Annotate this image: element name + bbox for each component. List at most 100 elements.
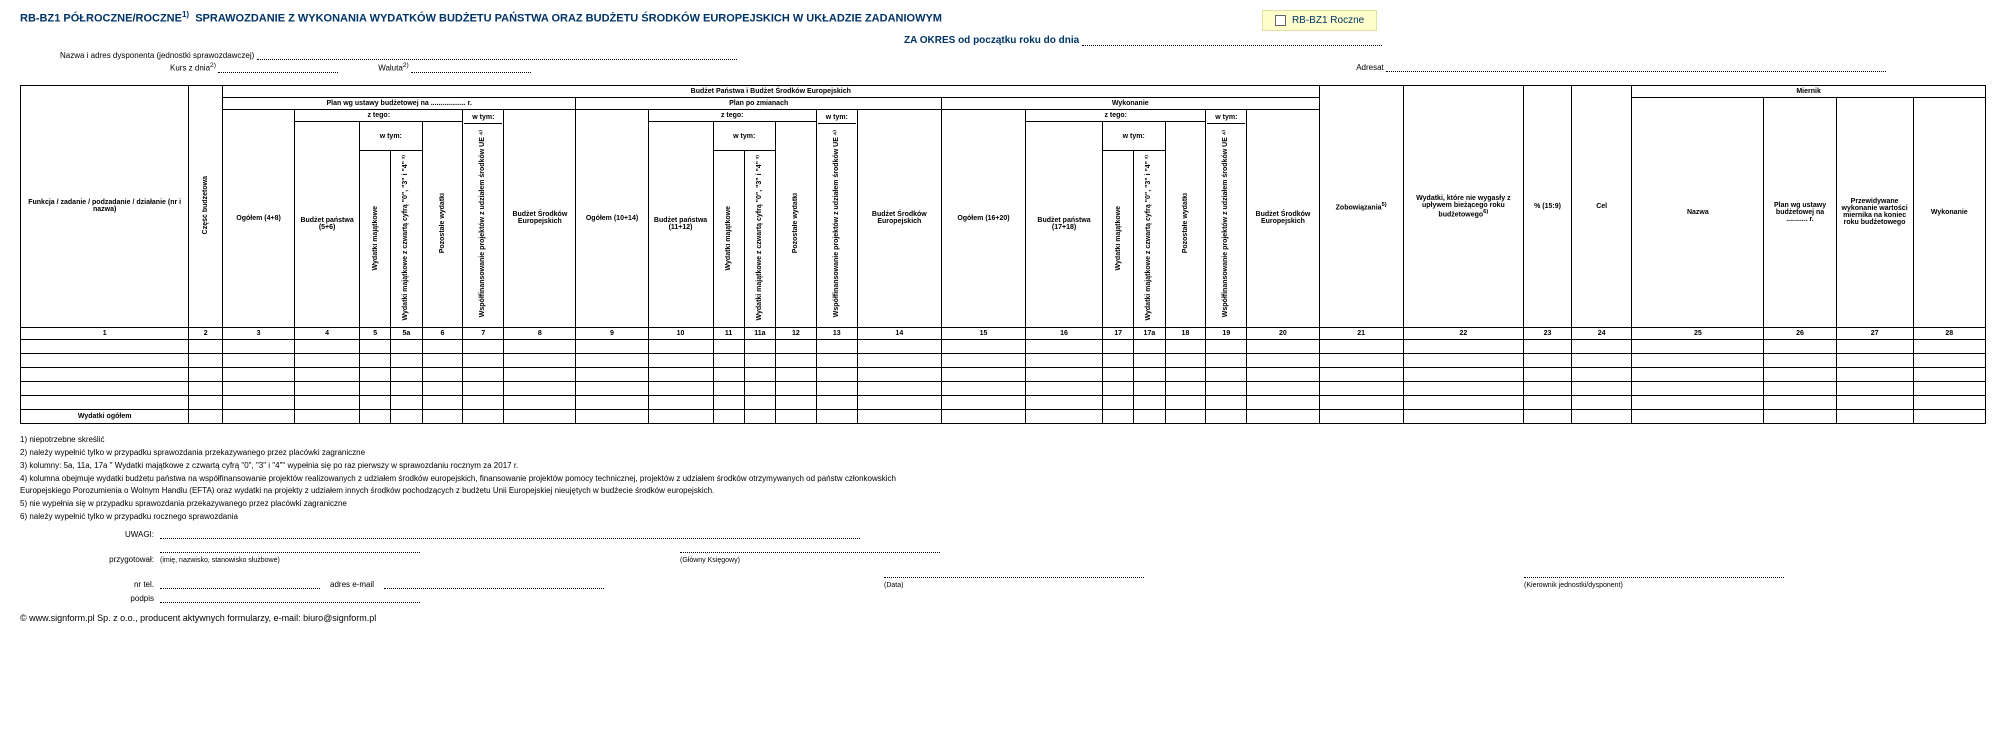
table-cell[interactable] bbox=[21, 339, 189, 353]
table-cell[interactable] bbox=[576, 353, 648, 367]
table-cell[interactable] bbox=[1572, 395, 1632, 409]
table-cell[interactable] bbox=[941, 339, 1025, 353]
table-cell[interactable] bbox=[222, 367, 294, 381]
table-cell[interactable] bbox=[941, 395, 1025, 409]
table-cell[interactable] bbox=[1524, 353, 1572, 367]
table-cell[interactable] bbox=[776, 395, 817, 409]
table-cell[interactable] bbox=[463, 395, 504, 409]
table-cell[interactable] bbox=[857, 367, 941, 381]
table-cell[interactable] bbox=[295, 409, 360, 423]
table-cell[interactable] bbox=[1165, 381, 1206, 395]
table-cell[interactable] bbox=[1103, 395, 1134, 409]
table-cell[interactable] bbox=[1913, 395, 1985, 409]
table-cell[interactable] bbox=[857, 409, 941, 423]
table-cell[interactable] bbox=[941, 381, 1025, 395]
table-cell[interactable] bbox=[1403, 353, 1523, 367]
table-cell[interactable] bbox=[744, 339, 775, 353]
table-cell[interactable] bbox=[1913, 339, 1985, 353]
table-cell[interactable] bbox=[391, 395, 422, 409]
table-cell[interactable] bbox=[648, 395, 713, 409]
table-cell[interactable] bbox=[1319, 381, 1403, 395]
table-cell[interactable] bbox=[1836, 409, 1913, 423]
table-cell[interactable] bbox=[295, 381, 360, 395]
table-cell[interactable] bbox=[360, 409, 391, 423]
table-cell[interactable] bbox=[422, 409, 463, 423]
table-cell[interactable] bbox=[816, 395, 857, 409]
table-cell[interactable] bbox=[1572, 353, 1632, 367]
kierownik-field[interactable] bbox=[1524, 568, 1784, 578]
table-cell[interactable] bbox=[21, 353, 189, 367]
table-cell[interactable] bbox=[189, 381, 223, 395]
table-cell[interactable] bbox=[463, 353, 504, 367]
table-cell[interactable] bbox=[1524, 381, 1572, 395]
table-cell[interactable] bbox=[504, 339, 576, 353]
table-cell[interactable] bbox=[744, 409, 775, 423]
table-cell[interactable] bbox=[857, 395, 941, 409]
table-cell[interactable] bbox=[1764, 395, 1836, 409]
table-cell[interactable] bbox=[1403, 395, 1523, 409]
table-cell[interactable] bbox=[21, 367, 189, 381]
table-cell[interactable] bbox=[1206, 339, 1247, 353]
table-cell[interactable] bbox=[391, 353, 422, 367]
table-cell[interactable] bbox=[1206, 381, 1247, 395]
table-cell[interactable] bbox=[713, 409, 744, 423]
table-cell[interactable] bbox=[422, 367, 463, 381]
table-cell[interactable] bbox=[1764, 339, 1836, 353]
table-cell[interactable] bbox=[222, 395, 294, 409]
table-cell[interactable] bbox=[816, 409, 857, 423]
table-cell[interactable] bbox=[1764, 367, 1836, 381]
table-cell[interactable] bbox=[1165, 409, 1206, 423]
table-cell[interactable] bbox=[1206, 409, 1247, 423]
data-field[interactable] bbox=[884, 568, 1144, 578]
table-cell[interactable] bbox=[776, 409, 817, 423]
table-cell[interactable] bbox=[422, 339, 463, 353]
table-cell[interactable] bbox=[648, 409, 713, 423]
table-cell[interactable] bbox=[504, 409, 576, 423]
table-cell[interactable] bbox=[1165, 353, 1206, 367]
table-cell[interactable] bbox=[189, 409, 223, 423]
table-cell[interactable] bbox=[1247, 353, 1319, 367]
table-cell[interactable] bbox=[1572, 409, 1632, 423]
table-cell[interactable] bbox=[1103, 367, 1134, 381]
table-cell[interactable] bbox=[941, 367, 1025, 381]
table-cell[interactable] bbox=[1764, 353, 1836, 367]
table-cell[interactable] bbox=[463, 409, 504, 423]
table-cell[interactable] bbox=[1524, 395, 1572, 409]
table-cell[interactable] bbox=[1403, 409, 1523, 423]
table-cell[interactable] bbox=[391, 367, 422, 381]
glowny-field[interactable] bbox=[680, 543, 940, 553]
table-cell[interactable] bbox=[1247, 395, 1319, 409]
table-cell[interactable] bbox=[576, 409, 648, 423]
table-cell[interactable] bbox=[1206, 367, 1247, 381]
table-cell[interactable] bbox=[1403, 367, 1523, 381]
table-cell[interactable] bbox=[1206, 353, 1247, 367]
table-cell[interactable] bbox=[1134, 381, 1165, 395]
table-cell[interactable] bbox=[1632, 381, 1764, 395]
kurs-field[interactable] bbox=[218, 63, 338, 73]
table-cell[interactable] bbox=[222, 381, 294, 395]
table-cell[interactable] bbox=[1319, 409, 1403, 423]
table-cell[interactable] bbox=[1913, 367, 1985, 381]
table-cell[interactable] bbox=[1403, 339, 1523, 353]
table-cell[interactable] bbox=[1836, 353, 1913, 367]
table-cell[interactable] bbox=[1026, 367, 1103, 381]
table-cell[interactable] bbox=[391, 339, 422, 353]
table-cell[interactable] bbox=[222, 409, 294, 423]
table-cell[interactable] bbox=[295, 395, 360, 409]
table-cell[interactable] bbox=[463, 339, 504, 353]
table-cell[interactable] bbox=[576, 339, 648, 353]
table-cell[interactable] bbox=[1524, 409, 1572, 423]
table-cell[interactable] bbox=[1103, 381, 1134, 395]
table-cell[interactable] bbox=[713, 353, 744, 367]
table-cell[interactable] bbox=[189, 339, 223, 353]
table-cell[interactable] bbox=[1524, 367, 1572, 381]
table-cell[interactable] bbox=[189, 395, 223, 409]
table-cell[interactable] bbox=[776, 367, 817, 381]
table-cell[interactable] bbox=[1134, 367, 1165, 381]
annual-checkbox-box[interactable]: RB-BZ1 Roczne bbox=[1262, 10, 1377, 31]
table-cell[interactable] bbox=[295, 367, 360, 381]
table-cell[interactable] bbox=[816, 339, 857, 353]
adresat-field[interactable] bbox=[1386, 62, 1886, 72]
table-cell[interactable] bbox=[1913, 353, 1985, 367]
table-cell[interactable] bbox=[744, 353, 775, 367]
